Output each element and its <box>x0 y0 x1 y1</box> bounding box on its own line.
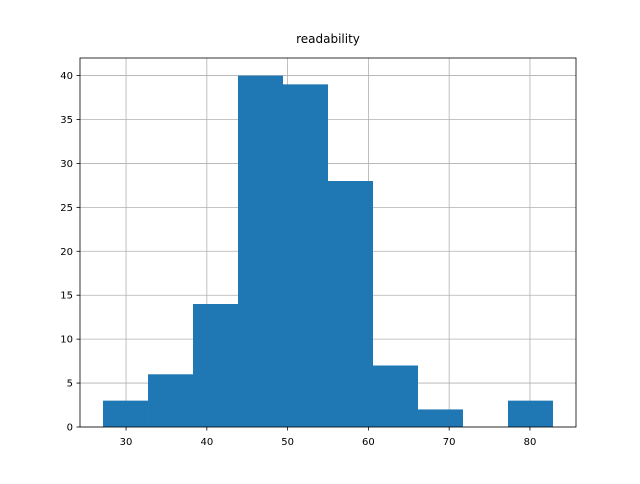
chart-title: readability <box>296 32 360 46</box>
y-tick-label: 15 <box>60 291 73 302</box>
bar <box>328 181 373 427</box>
y-tick-label: 30 <box>60 159 73 170</box>
x-tick-label: 60 <box>362 437 375 448</box>
bar <box>417 409 463 427</box>
y-tick-label: 10 <box>60 335 73 346</box>
y-tick-label: 35 <box>60 115 73 126</box>
bar <box>283 84 328 427</box>
bar <box>193 304 239 427</box>
y-tick-label: 0 <box>67 423 73 434</box>
x-tick-label: 40 <box>200 437 213 448</box>
bars <box>103 75 553 428</box>
x-tick-label: 30 <box>120 437 133 448</box>
axes: 30 40 50 60 70 80 0 5 10 15 20 25 30 35 40 <box>60 57 577 448</box>
y-tick-label: 20 <box>60 247 73 258</box>
bar <box>103 400 149 427</box>
y-tick-label: 40 <box>60 71 73 82</box>
bar <box>148 374 194 427</box>
x-tick-label: 80 <box>524 437 537 448</box>
bar <box>238 75 284 428</box>
x-tick-label: 50 <box>281 437 294 448</box>
x-tick-label: 70 <box>443 437 456 448</box>
bar <box>507 400 553 427</box>
y-tick-label: 25 <box>60 203 73 214</box>
y-tick-label: 5 <box>67 379 73 390</box>
bar <box>372 365 418 427</box>
axes-frame <box>79 57 577 428</box>
